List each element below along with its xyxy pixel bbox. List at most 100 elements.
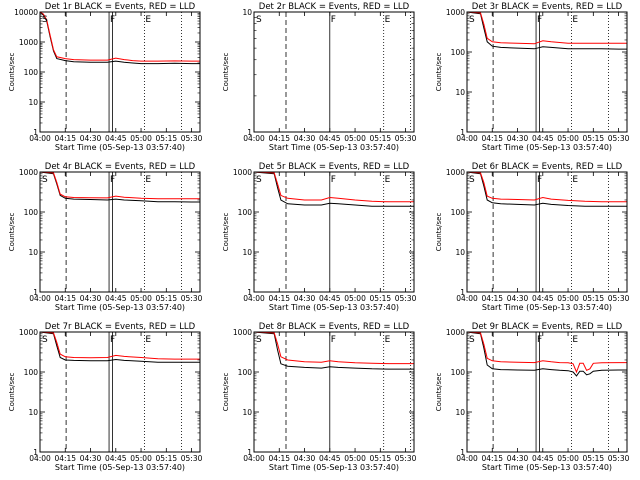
marker-label-f: F <box>537 175 542 185</box>
x-tick-label: 04:30 <box>294 454 316 463</box>
series-line <box>40 172 200 203</box>
x-tick-label: 05:30 <box>181 454 203 463</box>
y-axis-label: Counts/sec <box>8 53 16 92</box>
y-tick-label: 1 <box>33 288 38 297</box>
series-line <box>467 332 627 374</box>
panel-9: Det 9r BLACK = Events, RED = LLD S F E 04:00… <box>435 322 630 472</box>
x-tick-label: 04:15 <box>268 454 290 463</box>
panel-6: Det 6r BLACK = Events, RED = LLD S F E 04:00… <box>435 162 630 312</box>
plot-area <box>40 172 200 292</box>
marker-label-f: F <box>537 15 542 25</box>
y-tick-label: 10 <box>242 8 252 17</box>
x-tick-label: 04:45 <box>532 134 554 143</box>
series-line <box>40 332 200 363</box>
y-tick-label: 1 <box>247 128 252 137</box>
x-tick-label: 04:45 <box>532 454 554 463</box>
y-tick-label: 100 <box>238 368 253 377</box>
x-axis-label: Start Time (05-Sep-13 03:57:40) <box>269 463 399 472</box>
x-axis-label: Start Time (05-Sep-13 03:57:40) <box>55 303 185 312</box>
x-tick-label: 05:15 <box>156 294 178 303</box>
axes-frame <box>253 171 415 293</box>
x-tick-label: 05:15 <box>370 454 392 463</box>
y-tick-label: 1 <box>460 448 465 457</box>
marker-label-s: S <box>42 335 48 345</box>
y-axis-label: Counts/sec <box>222 373 230 412</box>
x-tick-label: 04:00 <box>243 294 265 303</box>
series-line <box>467 12 627 50</box>
y-tick-label: 1 <box>247 288 252 297</box>
panel-title: Det 7r BLACK = Events, RED = LLD <box>45 322 196 332</box>
y-tick-label: 1000 <box>446 8 465 17</box>
y-tick-label: 100 <box>24 208 39 217</box>
x-tick-label: 05:15 <box>583 134 605 143</box>
plot-area <box>467 12 627 132</box>
series-line <box>467 332 627 377</box>
y-tick-label: 10 <box>455 88 465 97</box>
y-axis-label: Counts/sec <box>222 53 230 92</box>
x-axis-label: Start Time (05-Sep-13 03:57:40) <box>55 463 185 472</box>
panel-5: Det 5r BLACK = Events, RED = LLD S F E 04:00… <box>222 162 417 312</box>
panel-title: Det 6r BLACK = Events, RED = LLD <box>472 162 623 172</box>
x-tick-label: 04:00 <box>456 294 478 303</box>
x-tick-label: 04:45 <box>319 294 341 303</box>
x-tick-label: 04:00 <box>456 454 478 463</box>
x-tick-label: 05:00 <box>344 454 366 463</box>
x-tick-label: 04:30 <box>507 134 529 143</box>
x-tick-label: 04:30 <box>80 294 102 303</box>
marker-label-f: F <box>110 175 115 185</box>
panel-7: Det 7r BLACK = Events, RED = LLD S F E 04:00… <box>8 322 203 472</box>
axes-frame <box>39 171 201 293</box>
x-tick-label: 05:00 <box>557 134 579 143</box>
y-tick-label: 1000 <box>446 168 465 177</box>
y-axis-label: Counts/sec <box>435 373 443 412</box>
x-tick-label: 05:00 <box>130 294 152 303</box>
y-tick-label: 1000 <box>19 38 38 47</box>
y-tick-label: 1000 <box>446 328 465 337</box>
x-tick-label: 04:45 <box>105 294 127 303</box>
x-tick-label: 04:00 <box>456 134 478 143</box>
marker-label-f: F <box>331 15 336 25</box>
x-tick-label: 05:30 <box>608 294 630 303</box>
marker-label-e: E <box>385 175 391 185</box>
y-tick-label: 1 <box>33 448 38 457</box>
x-tick-label: 04:00 <box>29 294 51 303</box>
y-tick-label: 10 <box>242 248 252 257</box>
y-tick-label: 1 <box>247 448 252 457</box>
panel-title: Det 4r BLACK = Events, RED = LLD <box>45 162 196 172</box>
axes-frame <box>39 11 201 133</box>
series-line <box>254 332 414 370</box>
y-tick-label: 100 <box>451 48 466 57</box>
x-tick-label: 04:15 <box>481 454 503 463</box>
x-tick-label: 04:45 <box>319 134 341 143</box>
marker-label-e: E <box>145 335 151 345</box>
x-tick-label: 04:15 <box>268 134 290 143</box>
marker-label-e: E <box>145 15 151 25</box>
series-line <box>467 172 627 207</box>
panel-8: Det 8r BLACK = Events, RED = LLD S F E 04:00… <box>222 322 417 472</box>
plot-area <box>285 12 412 132</box>
y-tick-label: 100 <box>451 368 466 377</box>
x-axis-label: Start Time (05-Sep-13 03:57:40) <box>269 303 399 312</box>
panel-title: Det 9r BLACK = Events, RED = LLD <box>472 322 623 332</box>
x-tick-label: 04:00 <box>243 454 265 463</box>
y-tick-label: 10 <box>242 408 252 417</box>
panel-4: Det 4r BLACK = Events, RED = LLD S F E 04:00… <box>8 162 203 312</box>
marker-label-e: E <box>145 175 151 185</box>
series-line <box>40 332 200 360</box>
marker-label-s: S <box>256 15 262 25</box>
y-tick-label: 10 <box>455 248 465 257</box>
series-line <box>254 332 414 365</box>
x-tick-label: 05:00 <box>130 134 152 143</box>
marker-label-e: E <box>572 15 578 25</box>
marker-label-e: E <box>572 175 578 185</box>
x-tick-label: 04:15 <box>54 454 76 463</box>
y-axis-label: Counts/sec <box>222 213 230 252</box>
panel-title: Det 3r BLACK = Events, RED = LLD <box>472 2 623 12</box>
panel-title: Det 1r BLACK = Events, RED = LLD <box>45 2 196 12</box>
x-tick-label: 05:15 <box>156 454 178 463</box>
y-tick-label: 100 <box>238 208 253 217</box>
y-tick-label: 10 <box>28 98 38 107</box>
marker-label-s: S <box>256 335 262 345</box>
x-tick-label: 04:45 <box>532 294 554 303</box>
x-tick-label: 04:30 <box>294 134 316 143</box>
